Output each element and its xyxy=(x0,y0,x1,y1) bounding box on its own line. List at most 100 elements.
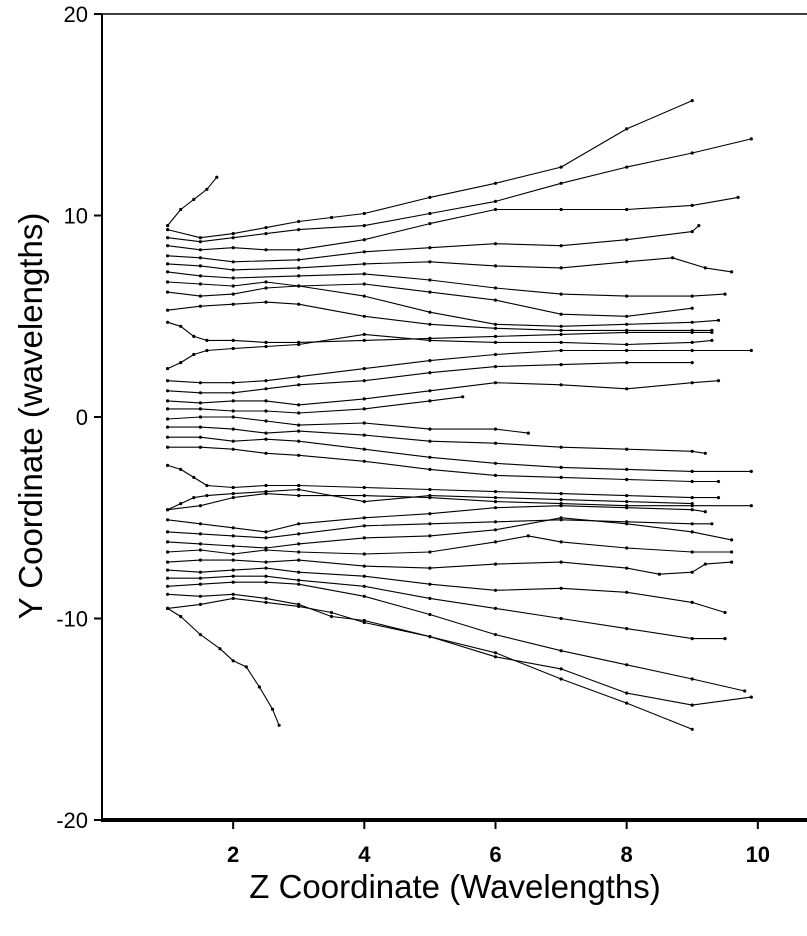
data-point xyxy=(198,558,202,562)
data-point xyxy=(493,427,498,431)
series-line xyxy=(167,505,706,533)
data-point xyxy=(559,312,563,316)
data-point xyxy=(493,286,498,290)
series-line xyxy=(167,593,752,706)
data-point xyxy=(493,490,498,494)
data-point xyxy=(205,338,209,342)
data-point xyxy=(277,723,281,727)
data-point xyxy=(205,187,209,191)
data-point xyxy=(166,417,170,421)
series-line xyxy=(167,285,719,327)
data-point xyxy=(428,246,432,250)
data-point xyxy=(730,560,734,564)
data-point xyxy=(166,518,170,522)
data-point xyxy=(362,584,366,588)
data-point xyxy=(428,566,432,570)
data-point xyxy=(231,427,235,431)
data-point xyxy=(218,647,222,651)
data-point xyxy=(559,516,563,520)
data-point xyxy=(264,483,268,488)
data-point xyxy=(428,260,432,264)
data-point xyxy=(625,590,629,594)
data-point xyxy=(198,381,202,385)
data-point xyxy=(264,437,268,441)
data-point xyxy=(166,508,170,512)
data-point xyxy=(690,320,694,324)
data-point xyxy=(264,574,268,578)
data-point xyxy=(205,348,209,353)
data-point xyxy=(743,689,747,693)
data-point xyxy=(428,290,432,294)
data-point xyxy=(264,536,268,540)
data-point xyxy=(166,389,170,393)
data-point xyxy=(231,496,235,500)
data-point xyxy=(198,532,202,536)
x-tick-label: 2 xyxy=(227,842,239,867)
data-point xyxy=(428,278,432,282)
data-point xyxy=(710,522,714,526)
data-point xyxy=(559,383,563,387)
data-point xyxy=(625,522,629,526)
data-point xyxy=(166,379,170,383)
data-point xyxy=(428,371,432,375)
data-point xyxy=(179,467,183,471)
data-point xyxy=(231,260,235,264)
data-point xyxy=(166,399,170,403)
data-point xyxy=(297,266,301,270)
data-point xyxy=(198,425,202,429)
data-point xyxy=(231,552,235,556)
series-line xyxy=(167,396,463,414)
data-point xyxy=(625,387,629,391)
data-point xyxy=(428,389,432,393)
data-point xyxy=(559,504,563,508)
data-point xyxy=(231,580,235,584)
data-point xyxy=(362,338,366,342)
data-point xyxy=(625,627,629,631)
data-point xyxy=(428,322,432,326)
data-point xyxy=(192,352,196,357)
y-tick-label: 20 xyxy=(64,2,88,27)
data-point xyxy=(297,423,301,427)
data-point xyxy=(297,532,301,536)
data-point xyxy=(362,211,366,216)
data-point xyxy=(625,566,629,570)
x-axis-label: Z Coordinate (Wavelengths) xyxy=(249,868,661,905)
data-point xyxy=(205,483,209,488)
data-point xyxy=(723,292,727,296)
data-point xyxy=(690,294,694,298)
data-point xyxy=(428,359,432,363)
data-point xyxy=(428,338,432,342)
data-point xyxy=(493,473,498,477)
data-point xyxy=(461,395,465,399)
data-point xyxy=(264,451,268,455)
data-point xyxy=(559,492,563,496)
data-point xyxy=(264,490,268,494)
data-point xyxy=(730,270,734,274)
series-line xyxy=(167,559,732,575)
data-point xyxy=(690,600,694,605)
data-point xyxy=(231,544,235,548)
data-point xyxy=(297,411,301,415)
data-point xyxy=(198,602,202,607)
data-point xyxy=(192,475,196,479)
data-point xyxy=(428,534,432,538)
data-point xyxy=(625,165,629,169)
data-point xyxy=(625,701,629,705)
data-point xyxy=(625,447,629,451)
data-point xyxy=(231,596,235,601)
data-point xyxy=(625,348,629,353)
data-point xyxy=(198,264,202,268)
data-point xyxy=(493,633,498,637)
data-point xyxy=(166,262,170,266)
data-point xyxy=(625,294,629,298)
series-line xyxy=(167,488,693,511)
series-line xyxy=(167,196,739,251)
data-point xyxy=(264,399,268,403)
data-point xyxy=(231,302,235,306)
data-point xyxy=(198,240,202,244)
data-point xyxy=(362,282,366,286)
data-point xyxy=(231,292,235,296)
data-point xyxy=(559,649,563,653)
data-point xyxy=(264,344,268,349)
data-point xyxy=(716,379,721,383)
